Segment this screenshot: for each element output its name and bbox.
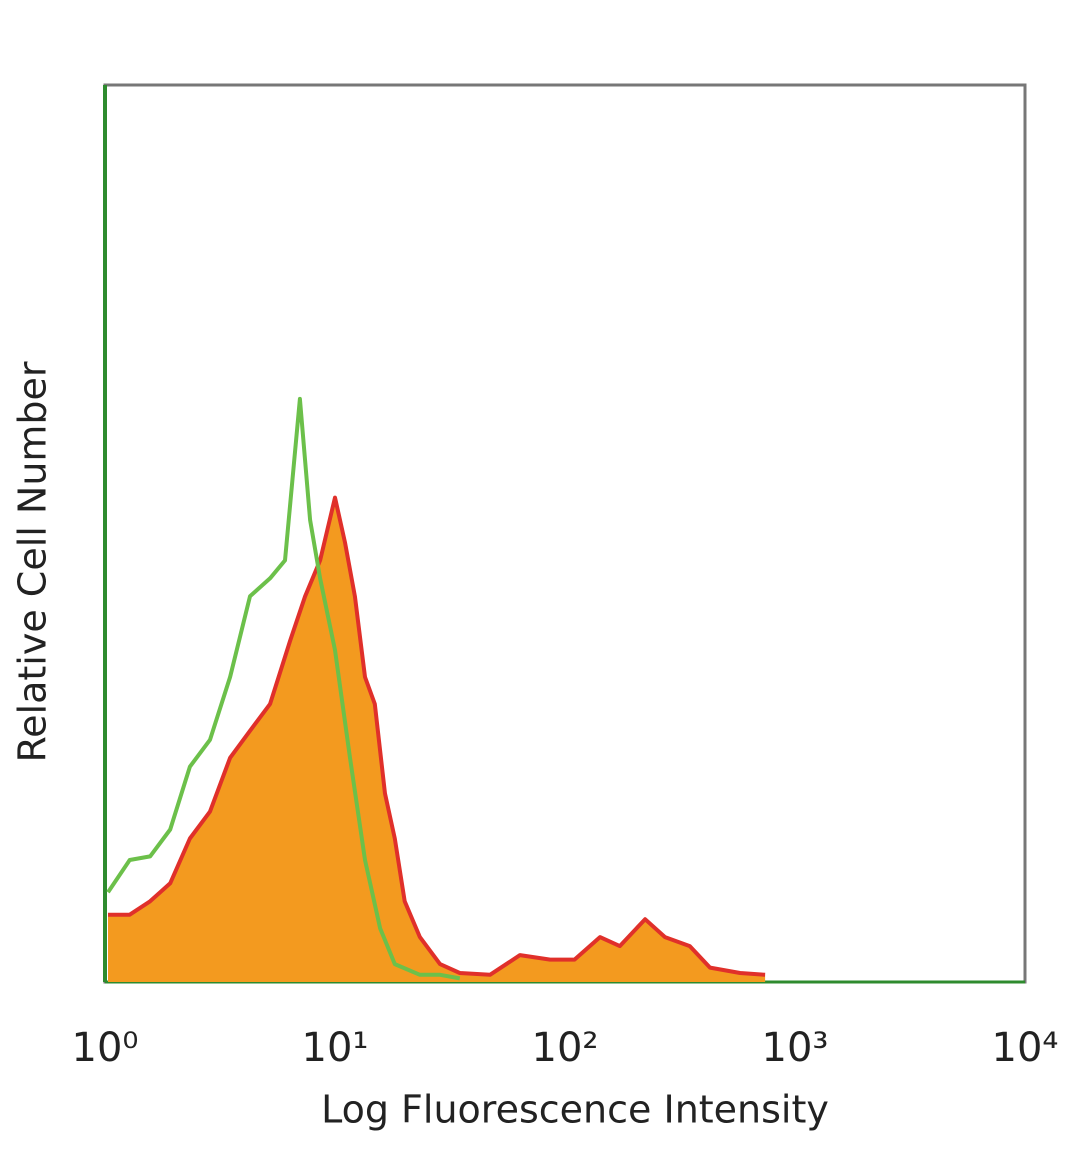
- x-tick-label: 10⁰: [72, 1025, 139, 1071]
- histogram-line: [108, 495, 766, 977]
- x-axis-label: Log Fluorescence Intensity: [321, 1088, 829, 1132]
- x-tick-label: 10²: [532, 1025, 599, 1071]
- x-tick-label: 10¹: [302, 1025, 369, 1071]
- x-tick-label: 10³: [762, 1025, 829, 1071]
- histogram-area: [108, 497, 766, 982]
- y-axis-label: Relative Cell Number: [11, 361, 55, 762]
- histogram-line: [106, 396, 461, 981]
- x-tick-label: 10⁴: [992, 1025, 1059, 1071]
